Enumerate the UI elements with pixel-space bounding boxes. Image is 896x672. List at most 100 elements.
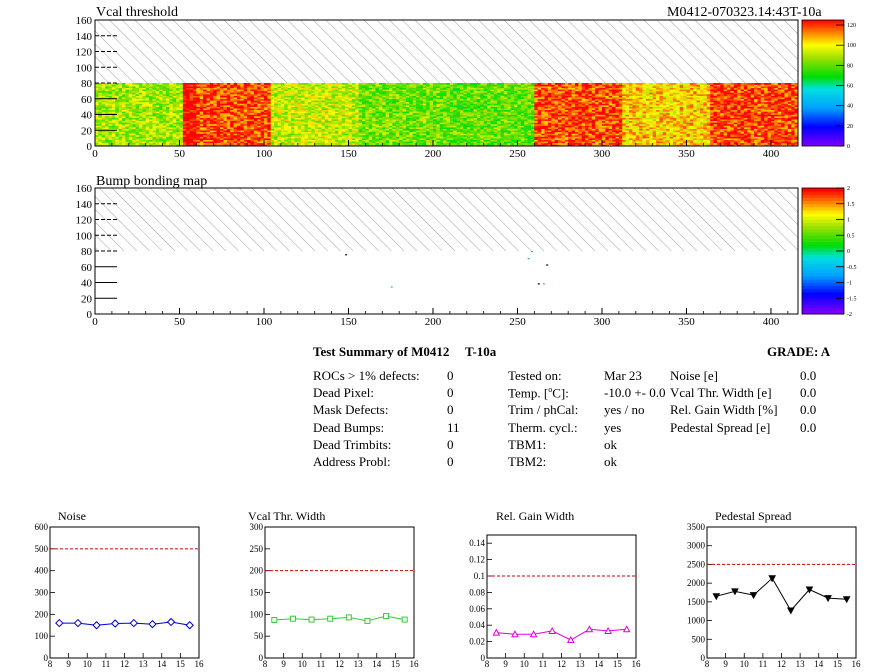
heatmap-cell bbox=[416, 109, 420, 112]
heatmap-cell bbox=[101, 98, 106, 101]
heatmap-cell bbox=[419, 87, 424, 90]
heatmap-cell bbox=[291, 95, 295, 98]
heatmap-cell bbox=[209, 95, 214, 98]
heatmap-cell bbox=[372, 114, 376, 117]
heatmap-cell bbox=[193, 114, 197, 117]
heatmap-cell bbox=[196, 109, 201, 112]
heatmap-cell bbox=[230, 138, 234, 140]
heatmap-cell bbox=[375, 134, 380, 137]
heatmap-cell bbox=[257, 106, 261, 109]
heatmap-cell bbox=[446, 95, 451, 98]
heatmap-cell bbox=[274, 122, 278, 125]
heatmap-cell bbox=[284, 94, 288, 96]
heatmap-cell bbox=[209, 131, 214, 134]
heatmap-cell bbox=[399, 127, 403, 129]
heatmap-cell bbox=[473, 83, 478, 85]
heatmap-cell bbox=[422, 109, 427, 112]
heatmap-cell bbox=[247, 122, 251, 125]
heatmap-cell bbox=[240, 125, 245, 128]
heatmap-cell bbox=[223, 89, 228, 92]
heatmap-cell bbox=[179, 86, 184, 89]
heatmap-cell bbox=[125, 114, 130, 117]
heatmap-cell bbox=[111, 108, 116, 111]
heatmap-cell bbox=[473, 119, 478, 122]
heatmap-cell bbox=[314, 138, 319, 140]
heatmap-cell bbox=[480, 114, 484, 117]
heatmap-cell bbox=[405, 83, 410, 85]
heatmap-cell bbox=[416, 142, 420, 145]
heatmap-cell bbox=[466, 136, 471, 139]
heatmap-cell bbox=[500, 122, 505, 125]
heatmap-cell bbox=[514, 144, 518, 147]
heatmap-cell bbox=[392, 108, 397, 111]
heatmap-cell bbox=[307, 125, 312, 128]
heatmap-cell bbox=[334, 100, 339, 103]
heatmap-cell bbox=[138, 100, 143, 103]
heatmap-cell bbox=[115, 123, 119, 126]
heatmap-cell bbox=[287, 122, 292, 125]
heatmap-cell bbox=[449, 112, 454, 115]
heatmap-cell bbox=[301, 90, 305, 93]
heatmap-cell bbox=[98, 100, 103, 103]
heatmap-cell bbox=[500, 109, 505, 112]
heatmap-cell bbox=[220, 109, 224, 112]
heatmap-cell bbox=[203, 133, 207, 136]
heatmap-cell bbox=[402, 123, 407, 126]
heatmap-cell bbox=[466, 128, 471, 131]
heatmap-cell bbox=[358, 127, 363, 129]
heatmap-cell bbox=[419, 133, 424, 136]
heatmap-cell bbox=[460, 136, 464, 139]
heatmap-cell bbox=[223, 101, 228, 104]
heatmap-cell bbox=[142, 125, 146, 128]
heatmap-cell bbox=[263, 90, 268, 93]
heatmap-cell bbox=[263, 86, 268, 89]
heatmap-cell bbox=[135, 97, 140, 100]
heatmap-cell bbox=[250, 138, 255, 140]
heatmap-cell bbox=[463, 130, 468, 133]
heatmap-cell bbox=[263, 105, 268, 107]
heatmap-cell bbox=[368, 127, 373, 129]
heatmap-cell bbox=[385, 119, 390, 122]
heatmap-cell bbox=[321, 139, 326, 142]
heatmap-cell bbox=[453, 138, 457, 140]
heatmap-cell bbox=[362, 100, 366, 103]
heatmap-cell bbox=[503, 134, 508, 137]
heatmap-cell bbox=[416, 127, 420, 129]
heatmap-cell bbox=[284, 144, 288, 147]
heatmap-cell bbox=[125, 122, 130, 125]
heatmap-cell bbox=[470, 98, 474, 101]
heatmap-cell bbox=[345, 134, 349, 137]
heatmap-cell bbox=[331, 138, 336, 140]
heatmap-cell bbox=[318, 133, 322, 136]
heatmap-cell bbox=[345, 144, 349, 147]
heatmap-cell bbox=[334, 122, 339, 125]
heatmap-cell bbox=[402, 130, 407, 133]
heatmap-cell bbox=[500, 97, 505, 100]
heatmap-cell bbox=[334, 90, 339, 93]
heatmap-cell bbox=[149, 117, 153, 120]
heatmap-cell bbox=[460, 101, 464, 104]
heatmap-cell bbox=[162, 106, 167, 109]
heatmap-cell bbox=[426, 84, 430, 87]
heatmap-cell bbox=[399, 133, 403, 136]
heatmap-cell bbox=[443, 108, 447, 111]
heatmap-cell bbox=[128, 106, 133, 109]
heatmap-cell bbox=[422, 116, 427, 118]
heatmap-cell bbox=[446, 111, 451, 114]
heatmap-cell bbox=[125, 131, 130, 134]
heatmap-cell bbox=[267, 92, 272, 95]
heatmap-cell bbox=[422, 112, 427, 115]
heatmap-cell bbox=[101, 94, 106, 96]
heatmap-cell bbox=[230, 114, 234, 117]
heatmap-cell bbox=[111, 90, 116, 93]
heatmap-cell bbox=[108, 106, 113, 109]
heatmap-cell bbox=[240, 144, 245, 147]
heatmap-cell bbox=[277, 141, 282, 144]
heatmap-cell bbox=[375, 98, 380, 101]
heatmap-cell bbox=[267, 89, 272, 92]
heatmap-cell bbox=[345, 86, 349, 89]
heatmap-cell bbox=[375, 119, 380, 122]
heatmap-cell bbox=[460, 116, 464, 118]
heatmap-cell bbox=[159, 138, 163, 140]
heatmap-cell bbox=[436, 108, 441, 111]
